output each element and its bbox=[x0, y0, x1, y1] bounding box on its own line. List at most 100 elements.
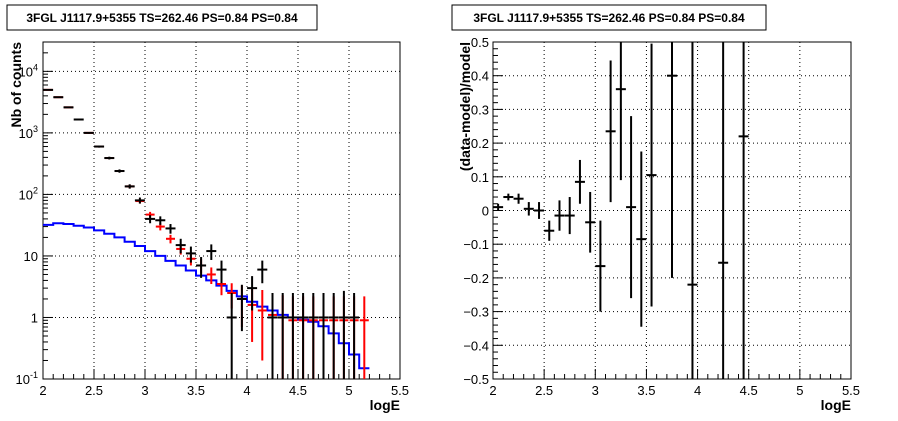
residual-point bbox=[554, 200, 565, 231]
right-y-tick-label: −0.4 bbox=[463, 338, 489, 353]
data-point bbox=[267, 292, 278, 379]
data-point bbox=[328, 292, 339, 379]
data-point bbox=[247, 276, 258, 311]
right-y-tick-label: −0.1 bbox=[463, 237, 489, 252]
right-title: 3FGL J1117.9+5355 TS=262.46 PS=0.84 PS=0… bbox=[473, 11, 745, 25]
data-point bbox=[175, 238, 186, 254]
right-y-tick-label: −0.3 bbox=[463, 305, 489, 320]
model-point bbox=[166, 234, 175, 244]
data-point bbox=[94, 145, 105, 148]
residual-point bbox=[626, 116, 637, 299]
left-x-tick-labels: 2 2.5 3 3.5 4 4.5 5 5.5 bbox=[39, 383, 409, 398]
data-point bbox=[83, 131, 94, 134]
data-point bbox=[206, 244, 217, 260]
right-y-tick-label: 0.3 bbox=[471, 102, 489, 117]
residual-point bbox=[595, 220, 606, 312]
right-y-tick-label: 0 bbox=[482, 204, 489, 219]
residual-point bbox=[615, 42, 626, 181]
residual-point bbox=[503, 193, 514, 201]
left-plot-frame bbox=[42, 41, 401, 380]
left-x-tick-label: 3 bbox=[141, 383, 148, 398]
right-y-tick-label: 0.1 bbox=[471, 170, 489, 185]
right-x-tick-label: 3.5 bbox=[637, 383, 655, 398]
data-point bbox=[236, 284, 247, 332]
right-y-tick-labels: −0.5 −0.4 −0.3 −0.2 −0.1 0 0.1 0.2 0.3 0.4 0.5 bbox=[463, 35, 489, 387]
data-point bbox=[308, 292, 319, 379]
right-y-tick-label: 0.5 bbox=[471, 35, 489, 50]
data-point bbox=[318, 292, 329, 379]
left-y-tick-label: 1 bbox=[31, 310, 38, 325]
residual-point bbox=[636, 151, 647, 327]
data-point bbox=[196, 257, 207, 278]
left-x-tick-label: 2 bbox=[39, 383, 46, 398]
data-point bbox=[134, 197, 145, 204]
left-y-axis-label: Nb of counts bbox=[8, 42, 24, 128]
data-point bbox=[73, 118, 84, 121]
residual-point bbox=[646, 43, 657, 307]
left-x-tick-label: 4.5 bbox=[289, 383, 307, 398]
right-x-tick-label: 5.5 bbox=[842, 383, 860, 398]
left-y-tick-label: 10 bbox=[24, 249, 38, 264]
residual-point bbox=[534, 202, 545, 219]
residual-point bbox=[667, 42, 677, 278]
residual-point bbox=[564, 197, 575, 235]
data-point bbox=[124, 184, 135, 189]
left-x-tick-label: 2.5 bbox=[85, 383, 103, 398]
right-y-tick-label: −0.5 bbox=[463, 372, 489, 387]
model-point bbox=[257, 289, 267, 361]
data-point bbox=[104, 156, 115, 160]
data-point bbox=[145, 215, 156, 224]
left-x-tick-label: 4 bbox=[243, 383, 250, 398]
left-grid bbox=[43, 42, 400, 379]
left-y-tick-label: 10-1 bbox=[16, 370, 38, 387]
right-x-tick-labels: 2 2.5 3 3.5 4 4.5 5 5.5 bbox=[489, 383, 860, 398]
right-y-tick-label: 0.4 bbox=[471, 69, 489, 84]
left-panel: 3FGL J1117.9+5355 TS=262.46 PS=0.84 PS=0… bbox=[6, 4, 409, 413]
left-series-blue bbox=[43, 222, 370, 370]
right-series-black bbox=[493, 42, 749, 379]
data-point bbox=[43, 88, 54, 91]
data-point bbox=[216, 260, 227, 284]
right-x-tick-label: 2.5 bbox=[535, 383, 553, 398]
right-y-axis-label: (data-model)/model bbox=[457, 42, 473, 171]
left-ticks bbox=[42, 52, 401, 380]
right-x-tick-label: 4 bbox=[694, 383, 701, 398]
left-x-axis-label: logE bbox=[370, 397, 400, 413]
left-x-tick-label: 5.5 bbox=[391, 383, 409, 398]
residual-point bbox=[718, 42, 729, 379]
right-title-box bbox=[451, 4, 767, 31]
model-point bbox=[359, 296, 369, 379]
data-point bbox=[226, 292, 237, 379]
residual-point bbox=[605, 60, 616, 203]
left-title-box bbox=[6, 4, 318, 31]
data-point bbox=[298, 292, 309, 379]
right-x-tick-label: 3 bbox=[592, 383, 599, 398]
data-point bbox=[185, 246, 196, 263]
left-series-black bbox=[43, 88, 360, 379]
right-x-tick-label: 4.5 bbox=[740, 383, 758, 398]
right-x-axis-label: logE bbox=[821, 397, 851, 413]
right-panel: 3FGL J1117.9+5355 TS=262.46 PS=0.84 PS=0… bbox=[451, 4, 860, 413]
right-ticks bbox=[492, 41, 852, 380]
left-y-tick-label: 102 bbox=[19, 185, 38, 202]
right-grid bbox=[493, 42, 851, 379]
data-point bbox=[155, 216, 166, 225]
residual-point bbox=[523, 202, 534, 216]
data-point bbox=[257, 260, 268, 284]
data-point bbox=[277, 292, 288, 379]
residual-point bbox=[544, 220, 555, 241]
right-x-tick-label: 5 bbox=[796, 383, 803, 398]
right-y-tick-label: −0.2 bbox=[463, 271, 489, 286]
left-x-tick-label: 3.5 bbox=[187, 383, 205, 398]
residual-point bbox=[738, 42, 749, 379]
data-point bbox=[165, 224, 176, 234]
data-point bbox=[53, 96, 64, 99]
residual-point bbox=[574, 159, 585, 204]
data-point bbox=[63, 106, 74, 109]
left-x-tick-label: 5 bbox=[345, 383, 352, 398]
residual-point bbox=[687, 42, 698, 379]
data-point bbox=[349, 292, 360, 379]
data-point bbox=[114, 169, 125, 173]
left-title: 3FGL J1117.9+5355 TS=262.46 PS=0.84 PS=0… bbox=[26, 11, 298, 25]
